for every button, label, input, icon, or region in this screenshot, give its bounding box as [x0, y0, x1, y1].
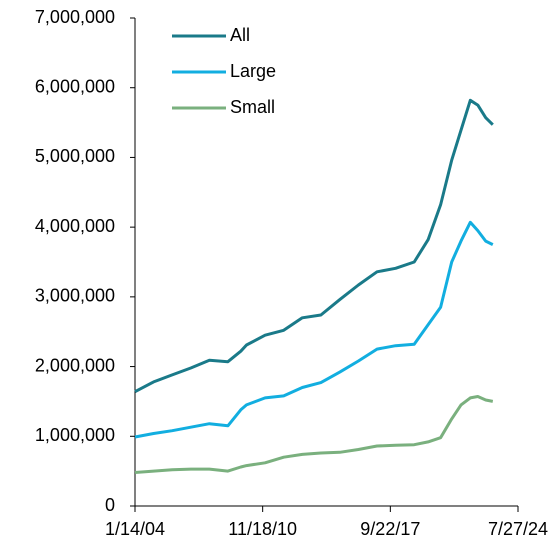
series-line — [134, 98, 494, 394]
x-tick-label: 7/27/24 — [488, 519, 548, 539]
series-line — [134, 395, 494, 474]
x-tick-label: 9/22/17 — [360, 519, 420, 539]
y-tick-label: 1,000,000 — [35, 425, 115, 445]
x-tick-label: 1/14/04 — [105, 519, 165, 539]
y-tick-label: 7,000,000 — [35, 7, 115, 27]
y-tick-label: 4,000,000 — [35, 216, 115, 236]
x-tick-label: 11/18/10 — [228, 519, 297, 539]
y-tick-label: 0 — [105, 495, 115, 515]
legend-label: Small — [230, 97, 275, 117]
series-line — [134, 220, 494, 439]
legend-label: Large — [230, 61, 276, 81]
legend-label: All — [230, 25, 250, 45]
y-tick-label: 5,000,000 — [35, 146, 115, 166]
y-tick-label: 2,000,000 — [35, 355, 115, 375]
y-tick-label: 3,000,000 — [35, 286, 115, 306]
y-tick-label: 6,000,000 — [35, 76, 115, 96]
